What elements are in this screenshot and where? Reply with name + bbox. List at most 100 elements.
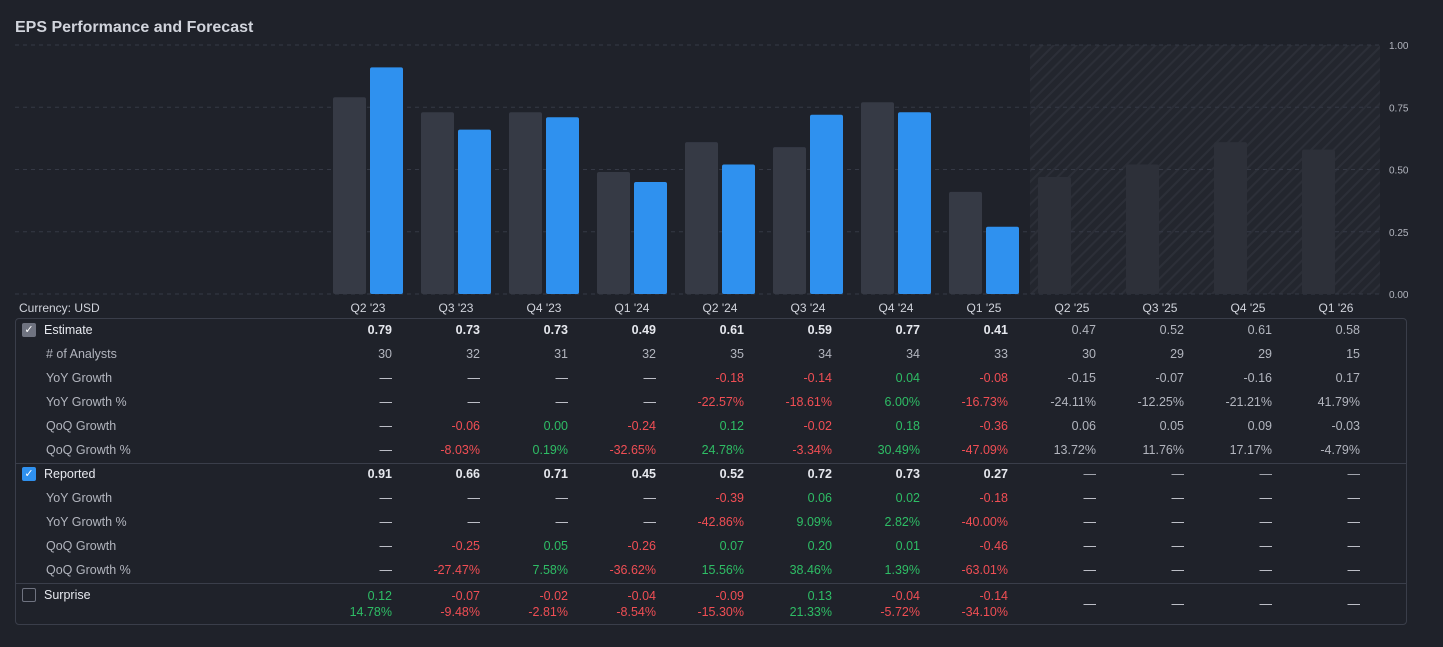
table-cell: -0.16 [1243,371,1273,385]
surprise-percent: -5.72% [880,605,920,619]
row-label: YoY Growth [46,491,113,505]
reported-bar[interactable] [810,114,843,294]
table-cell: 0.07 [719,539,744,553]
table-cell: 0.59 [807,323,832,337]
x-tick-label: Q1 '25 [966,301,1002,315]
table-cell: 0.05 [1159,419,1184,433]
estimate-bar[interactable] [861,102,894,295]
table-cell: 0.71 [543,467,568,481]
y-tick-label: 0.25 [1389,228,1409,239]
table-cell: 0.47 [1071,323,1096,337]
page-title: EPS Performance and Forecast [15,19,254,36]
table-cell: 0.05 [543,539,568,553]
x-tick-label: Q3 '25 [1142,301,1178,315]
table-cell: — [643,491,657,505]
reported-row: ✓ Reported 0.91 0.66 0.71 0.45 0.52 0.72 0.73 0.2… [16,463,1408,487]
table-cell: -47.09% [961,443,1008,457]
table-cell: 0.66 [455,467,480,481]
row-label: QoQ Growth [46,419,117,433]
surprise-value: -0.09 [715,589,745,603]
table-cell: — [379,371,393,385]
estimate-bar[interactable] [1302,149,1335,294]
x-tick-label: Q1 '24 [614,301,650,315]
estimate-bar[interactable] [333,97,366,294]
table-cell: — [1083,539,1097,553]
estimate-bar[interactable] [773,147,806,294]
reported-bar[interactable] [546,117,579,295]
estimate-bar[interactable] [1038,176,1071,294]
table-cell: 0.20 [807,539,832,553]
table-cell: — [1347,539,1361,553]
row-label: QoQ Growth [46,539,117,553]
table-cell: — [1083,467,1097,481]
y-tick-label: 0.50 [1389,166,1409,177]
estimate-bar[interactable] [1126,164,1159,294]
table-cell: — [1259,491,1273,505]
estimate-bar[interactable] [597,171,630,294]
table-cell: -0.06 [451,419,481,433]
table-cell: 9.09% [796,515,832,529]
table-cell: 1.39% [884,563,920,577]
reported-bar[interactable] [986,226,1019,294]
y-tick-label: 0.00 [1389,290,1409,300]
surprise-percent: 14.78% [349,605,392,619]
table-cell: — [467,395,481,409]
checkbox-icon[interactable] [22,588,36,602]
x-tick-label: Q3 '23 [438,301,474,315]
surprise-value: -0.04 [891,589,921,603]
reported-bar[interactable] [370,67,403,294]
reported-bar[interactable] [898,112,931,294]
table-cell: 0.49 [631,323,656,337]
surprise-cell: 0.13 21.33% [752,588,832,620]
table-cell: — [467,515,481,529]
checkbox-icon[interactable]: ✓ [22,323,36,337]
table-cell: -0.36 [979,419,1009,433]
surprise-cell: -0.04 -8.54% [576,588,656,620]
table-cell: -8.03% [440,443,480,457]
table-cell: — [1171,467,1185,481]
estimate-section: ✓ Estimate 0.79 0.73 0.73 0.49 0.61 0.59 0.77 0.4… [15,318,1407,464]
table-cell: 0.19% [532,443,568,457]
table-cell: — [643,371,657,385]
estimate-bar[interactable] [509,112,542,294]
table-cell: 0.01 [895,539,920,553]
table-cell: 0.52 [1159,323,1184,337]
table-cell: — [379,443,393,457]
table-cell: — [555,395,569,409]
surprise-value: 0.13 [807,589,832,603]
table-cell: -0.03 [1331,419,1361,433]
estimate-bar[interactable] [685,142,718,294]
table-cell: — [1259,515,1273,529]
surprise-section: Surprise 0.12 14.78% -0.07 -9.48% -0.02 -2.81%… [15,583,1407,625]
surprise-cell: — [1259,597,1273,611]
table-cell: — [1347,563,1361,577]
table-cell: 0.73 [455,323,480,337]
table-cell: 0.58 [1335,323,1360,337]
table-cell: — [379,515,393,529]
surprise-value: -0.02 [539,589,569,603]
x-tick-label: Q2 '23 [350,301,386,315]
table-cell: -3.34% [792,443,832,457]
table-cell: 0.72 [807,467,832,481]
reported-bar[interactable] [722,164,755,294]
table-cell: — [467,491,481,505]
table-cell: — [1083,563,1097,577]
table-cell: 6.00% [884,395,920,409]
table-cell: -0.02 [803,419,833,433]
checkbox-icon[interactable]: ✓ [22,467,36,481]
surprise-percent: -9.48% [440,605,480,619]
row-label: Surprise [44,588,91,602]
table-row: YoY Growth — — — — -0.18 -0.14 0.04 -0.08 -0.15 -0… [16,367,1408,391]
estimate-bar[interactable] [1214,142,1247,294]
estimate-bar[interactable] [949,191,982,294]
table-cell: -0.08 [979,371,1009,385]
estimate-bar[interactable] [421,112,454,294]
reported-bar[interactable] [634,181,667,294]
table-cell: 0.91 [367,467,392,481]
table-cell: — [1347,491,1361,505]
row-label: Reported [44,467,96,481]
table-cell: 11.76% [1142,443,1184,457]
table-cell: 0.73 [543,323,568,337]
reported-bar[interactable] [458,129,491,294]
table-cell: 30 [1082,347,1096,361]
